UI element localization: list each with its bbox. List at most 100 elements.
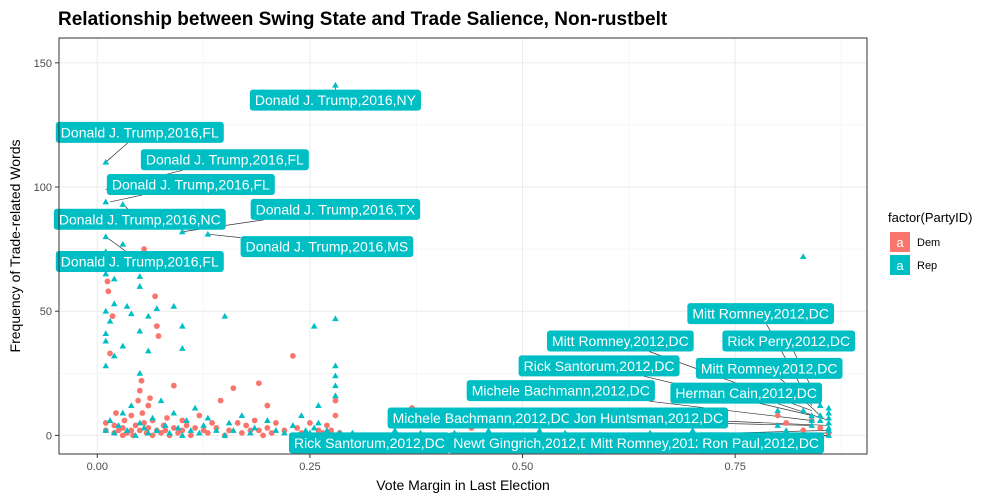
data-point-rep (102, 233, 110, 240)
point-annotation: Donald J. Trump,2016,FL (140, 149, 309, 171)
data-point-rep (119, 409, 127, 416)
data-point-rep (221, 432, 229, 438)
data-point-rep (102, 270, 110, 277)
data-point-rep (816, 417, 824, 423)
data-point-dem (136, 427, 143, 434)
data-point-dem (145, 425, 152, 431)
data-point-rep (774, 422, 781, 428)
point-annotation: Newt Gingrich,2012,DC (448, 432, 606, 454)
data-point-rep (310, 322, 318, 329)
data-point-dem (145, 402, 152, 409)
data-point-dem (774, 412, 781, 419)
data-point-rep (145, 312, 152, 319)
data-point-rep (123, 302, 131, 309)
data-point-dem (255, 427, 262, 434)
annotation-label: Mitt Romney,2012,DC (701, 360, 838, 376)
data-point-rep (136, 419, 144, 426)
data-point-dem (264, 402, 271, 409)
annotation-label: Donald J. Trump,2016,MS (246, 239, 409, 255)
data-point-dem (332, 412, 339, 419)
data-point-dem (183, 422, 190, 429)
point-annotation: Donald J. Trump,2016,FL (55, 251, 224, 273)
data-point-dem (179, 417, 186, 424)
data-point-rep (166, 429, 173, 436)
data-point-dem (138, 377, 145, 384)
data-point-rep (106, 317, 114, 324)
data-point-dem (170, 382, 177, 389)
annotation-label: Mitt Romney,2012,DC (692, 306, 829, 322)
data-point-dem (238, 429, 245, 436)
data-point-rep (808, 422, 816, 428)
data-point-dem (268, 429, 275, 436)
data-point-dem (158, 429, 164, 436)
data-point-dem (153, 323, 160, 329)
annotation-box (55, 251, 224, 273)
data-point-dem (175, 429, 181, 436)
x-tick-label: 0.00 (87, 461, 108, 473)
data-point-rep (799, 253, 807, 260)
data-point-dem (105, 288, 112, 295)
data-point-rep (310, 424, 318, 431)
y-tick-label: 150 (34, 58, 52, 70)
data-point-dem (164, 415, 170, 421)
point-annotation: Donald J. Trump,2016,TX (250, 198, 421, 220)
legend-key-dem (890, 232, 910, 252)
data-point-rep (183, 417, 190, 423)
data-point-dem (230, 385, 237, 392)
data-point-dem (783, 420, 790, 426)
annotation-box (547, 330, 694, 352)
data-point-rep (298, 412, 305, 418)
x-axis-title: Vote Margin in Last Election (376, 477, 550, 493)
point-annotation: Donald J. Trump,2016,FL (106, 174, 275, 196)
data-point-dem (128, 412, 135, 419)
data-point-dem (209, 420, 215, 426)
legend-key-rep (890, 255, 910, 275)
legend-label-dem: Dem (917, 237, 940, 249)
point-annotation: Rick Perry,2012,DC (722, 330, 856, 352)
data-point-rep (808, 417, 816, 423)
data-point-dem (119, 425, 126, 431)
point-annotation: Mitt Romney,2012,DC (585, 432, 732, 454)
data-point-dem (328, 427, 335, 434)
point-annotations: Donald J. Trump,2016,NY Donald J. Trump,2… (53, 89, 856, 454)
point-annotation: Donald J. Trump,2016,MS (240, 236, 414, 258)
y-axis-ticks: 0 50 100 150 (34, 58, 59, 442)
annotation-connector (207, 233, 241, 238)
annotation-label: Rick Perry,2012,DC (727, 333, 850, 349)
x-tick-label: 0.50 (512, 461, 533, 473)
annotation-box (585, 432, 732, 454)
annotation-box (250, 198, 421, 220)
data-point-dem (107, 350, 113, 357)
data-point-dem (260, 432, 267, 439)
annotation-label: Donald J. Trump,2016,FL (146, 152, 304, 168)
y-axis-title: Frequency of Trade-related Words (7, 140, 23, 353)
data-point-dem (121, 417, 128, 424)
data-point-rep (332, 372, 339, 379)
data-point-rep (102, 330, 110, 337)
data-point-rep (332, 81, 339, 88)
data-point-rep (247, 429, 254, 436)
data-point-rep (221, 312, 229, 319)
data-point-rep (825, 404, 833, 411)
point-annotation: Donald J. Trump,2016,NY (249, 89, 421, 111)
data-point-dem (115, 427, 122, 434)
data-point-dem (132, 422, 139, 429)
data-point-rep (689, 427, 696, 433)
point-annotation: Jon Huntsman,2012,DC (568, 407, 729, 429)
data-point-rep (136, 327, 144, 334)
data-point-rep (119, 240, 127, 247)
point-annotation: Michele Bachmann,2012,DC (387, 407, 576, 429)
data-point-rep (332, 362, 339, 369)
data-point-dem (332, 397, 339, 404)
annotation-box (568, 407, 729, 429)
data-point-dem (111, 422, 118, 429)
data-point-dem (204, 429, 211, 436)
annotation-box (695, 357, 843, 379)
annotation-label: Rick Santorum,2012,DC (524, 358, 675, 374)
data-point-dem (200, 427, 207, 434)
annotation-label: Donald J. Trump,2016,TX (256, 201, 416, 217)
data-point-dem (255, 380, 262, 387)
point-annotation: Donald J. Trump,2016,NC (53, 208, 226, 230)
data-point-dem (162, 427, 169, 434)
data-point-rep (102, 427, 110, 433)
